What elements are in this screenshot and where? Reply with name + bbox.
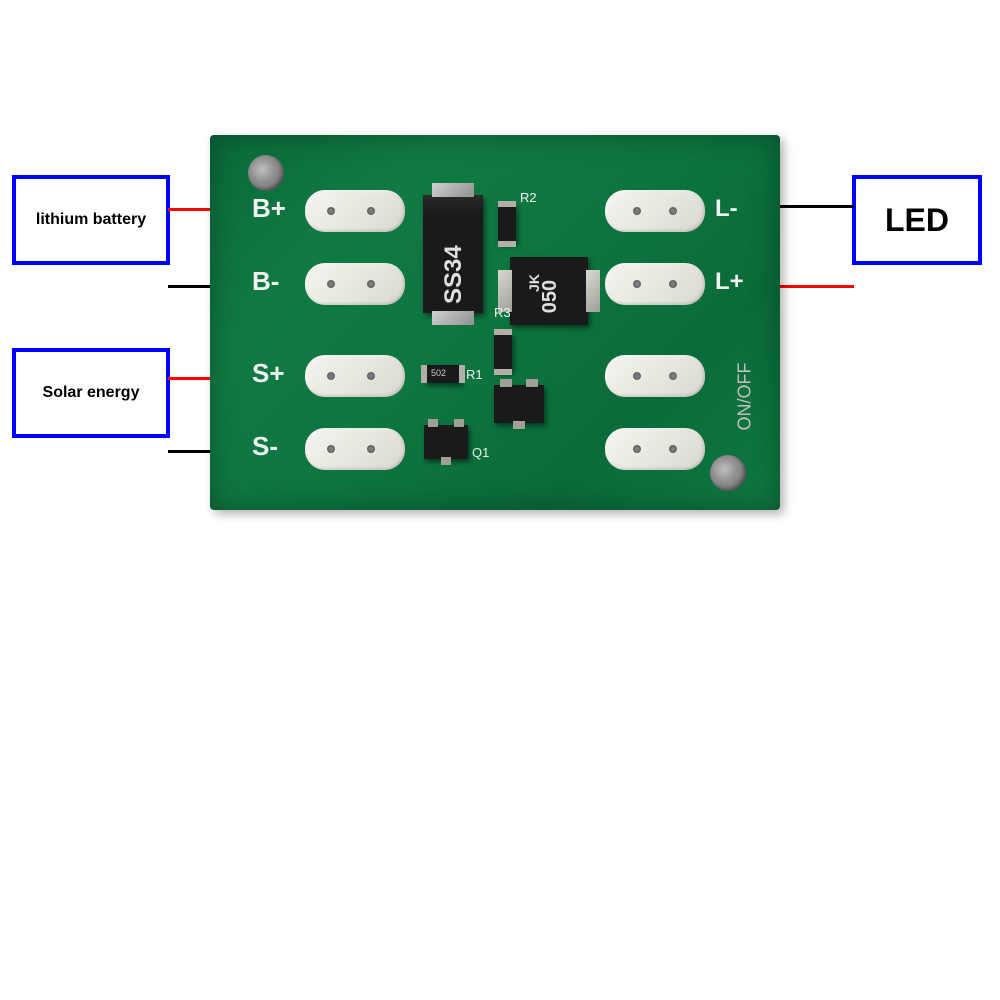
mounting-hole-bottom-right	[710, 455, 746, 491]
component-q1	[424, 425, 468, 459]
diode-pad-bottom	[432, 311, 474, 325]
solar-label-text: Solar energy	[43, 384, 140, 402]
pad-b-plus	[305, 190, 405, 232]
pad-label-l-minus: L-	[715, 195, 738, 223]
ic-pad-right	[586, 270, 600, 312]
pcb-board: B+ B- S+ S- L- L+ ON/OFF SS34	[210, 135, 780, 510]
pad-onoff-2	[605, 428, 705, 470]
component-r1: 502	[425, 365, 461, 383]
pad-label-b-plus: B+	[252, 193, 286, 224]
pad-s-minus	[305, 428, 405, 470]
q1-silkscreen: Q1	[472, 445, 489, 460]
component-r2	[498, 205, 516, 243]
ic-label-050: 050	[539, 280, 562, 313]
mounting-hole-top-left	[248, 155, 284, 191]
on-off-silkscreen: ON/OFF	[735, 371, 756, 431]
component-diode-ss34: SS34	[423, 195, 483, 313]
pad-b-minus	[305, 263, 405, 305]
pad-label-l-plus: L+	[715, 268, 744, 296]
pad-label-s-minus: S-	[252, 431, 278, 462]
battery-label-text: lithium battery	[36, 211, 146, 229]
component-sot-small	[494, 385, 544, 423]
diode-label: SS34	[440, 214, 468, 304]
diode-pad-top	[432, 183, 474, 197]
r2-silkscreen: R2	[520, 190, 537, 205]
battery-label-box: lithium battery	[12, 175, 170, 265]
pad-label-b-minus: B-	[252, 266, 279, 297]
solar-label-box: Solar energy	[12, 348, 170, 438]
r3-silkscreen: R3	[494, 305, 511, 320]
led-label-box: LED	[852, 175, 982, 265]
component-ic-jk050: JK 050	[510, 257, 588, 325]
led-label-text: LED	[885, 202, 949, 239]
pad-label-s-plus: S+	[252, 358, 285, 389]
pad-s-plus	[305, 355, 405, 397]
r1-silkscreen: R1	[466, 367, 483, 382]
pad-l-minus	[605, 190, 705, 232]
pad-onoff-1	[605, 355, 705, 397]
component-r3	[494, 333, 512, 371]
pad-l-plus	[605, 263, 705, 305]
